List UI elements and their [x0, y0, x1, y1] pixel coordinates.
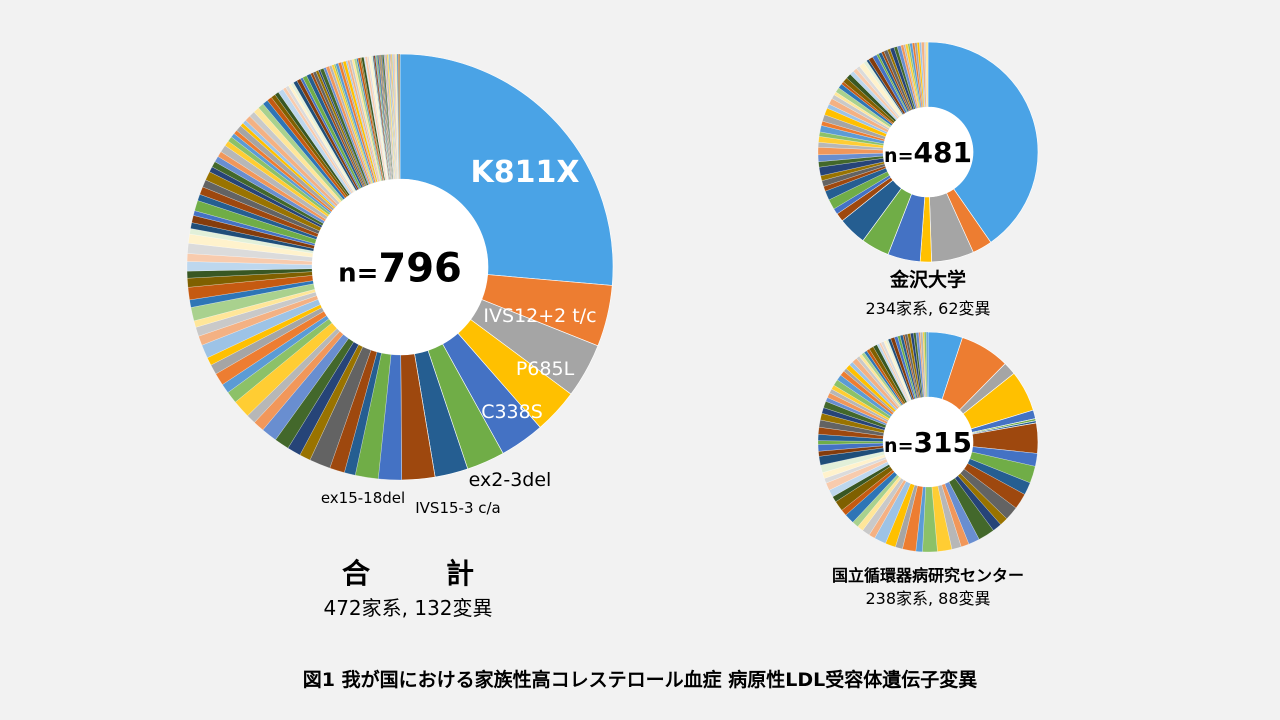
- chart-0-segment-label-7: ex15-18del: [321, 489, 405, 507]
- chart-ncvc-title: 国立循環器病研究センター: [831, 566, 1024, 585]
- chart-kanazawa-subtitle: 234家系, 62変異: [865, 299, 991, 318]
- chart-0-center-hole: [312, 179, 488, 355]
- chart-total-subtitle: 472家系, 132変異: [323, 596, 493, 620]
- chart-0-segment-label-6: IVS15-3 c/a: [415, 499, 501, 517]
- chart-total-title: 合 計: [341, 557, 498, 590]
- donut-chart-ncvc: n=315: [817, 331, 1039, 553]
- chart-1-center-hole: [883, 107, 973, 197]
- chart-0-center-label: n=796: [338, 245, 462, 291]
- chart-0-segment-label-1: IVS12+2 t/c: [483, 305, 596, 327]
- chart-kanazawa-title: 金沢大学: [889, 269, 966, 291]
- chart-0-segment-label-4: ex2-3del: [469, 469, 552, 491]
- chart-0-segment-label-2: P685L: [516, 358, 575, 380]
- chart-0-segment-label-0: K811X: [471, 155, 580, 190]
- chart-ncvc-subtitle: 238家系, 88変異: [865, 589, 991, 608]
- chart-0-segment-label-3: C338S: [481, 401, 543, 423]
- donut-chart-kanazawa: n=481: [817, 41, 1039, 263]
- donut-chart-total: n=796 K811X IVS12+2 t/c P685L C338S ex2-3del I…: [186, 53, 614, 517]
- chart-2-center-label: n=315: [884, 426, 972, 459]
- chart-1-center-label: n=481: [884, 136, 972, 169]
- chart-2-center-hole: [883, 397, 973, 487]
- figure-caption: 図1 我が国における家族性高コレステロール血症 病原性LDL受容体遺伝子変異: [302, 669, 978, 691]
